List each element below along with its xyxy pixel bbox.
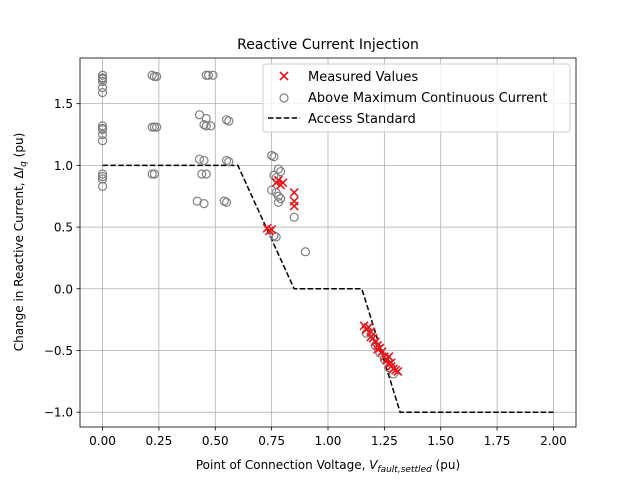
x-tick-label: 0.50 [202, 434, 229, 448]
above-max-current-point [97, 181, 108, 191]
above-max-current-point [97, 74, 108, 84]
x-axis-label-subscript: fault,settled [377, 465, 432, 475]
legend: Measured Values Above Maximum Continuous… [262, 63, 571, 133]
legend-label-above-max: Above Maximum Continuous Current [308, 91, 548, 106]
above-max-current-point [97, 121, 108, 131]
above-max-current-point [97, 129, 108, 140]
above-max-current-point [289, 212, 299, 222]
measured-value-point [377, 347, 387, 357]
y-tick-label: 1.0 [54, 159, 73, 173]
above-max-current-point [152, 71, 162, 82]
y-axis-label-variable: I [12, 166, 26, 170]
legend-box [262, 63, 571, 133]
legend-label-measured: Measured Values [308, 70, 418, 85]
y-axis-label-suffix: (pu) [12, 133, 26, 161]
above-max-current-point [273, 197, 283, 207]
y-axis-ticks: −1.0 −0.5 0.0 0.5 1.0 1.5 [44, 97, 80, 420]
measured-value-point [267, 224, 277, 235]
above-max-current-point [152, 122, 162, 132]
x-axis-ticks: 0.00 0.25 0.50 0.75 1.00 1.25 1.50 1.75 2.00 [89, 427, 567, 448]
above-max-current-point [97, 70, 108, 80]
above-max-current-point [206, 121, 216, 131]
above-max-current-point [276, 166, 286, 177]
legend-label-access-standard: Access Standard [308, 112, 416, 127]
legend-marker-x [279, 71, 289, 81]
above-max-current-point [149, 169, 159, 179]
y-tick-label: 0.0 [54, 282, 73, 296]
measured-value-point [289, 201, 299, 211]
above-max-current-point [269, 170, 279, 180]
y-axis-label-subscript: q [19, 161, 29, 167]
above-max-current-point [201, 169, 211, 179]
above-max-current-point [224, 157, 234, 167]
above-max-current-point [221, 115, 232, 125]
data-markers [97, 70, 403, 379]
x-tick-label: 1.25 [371, 434, 398, 448]
y-tick-label: −0.5 [44, 344, 73, 358]
legend-marker-circle [279, 93, 289, 103]
x-tick-label: 0.75 [258, 434, 285, 448]
measured-value-point [364, 322, 374, 332]
above-max-current-point [199, 155, 209, 166]
above-max-current-point [97, 136, 108, 146]
above-max-current-point [194, 154, 205, 164]
x-tick-label: 0.00 [89, 434, 116, 448]
y-tick-label: 1.5 [54, 97, 73, 111]
measured-value-point [289, 187, 299, 198]
measured-value-point [273, 175, 283, 185]
x-axis-label-prefix: Point of Connection Voltage, [196, 458, 369, 472]
above-max-current-point [97, 87, 108, 98]
measured-value-point [386, 358, 396, 368]
y-axis-label-prefix: Change in Reactive Current, Δ [12, 170, 26, 352]
measured-value-point [384, 352, 394, 362]
y-axis-label: Change in Reactive Current, ΔIq (pu) [12, 133, 29, 352]
x-axis-label-variable: V [369, 458, 378, 472]
above-max-current-point [221, 197, 232, 207]
above-max-current-point [300, 247, 311, 257]
x-tick-label: 1.00 [315, 434, 342, 448]
y-tick-label: −1.0 [44, 406, 73, 420]
above-max-current-point [273, 191, 283, 201]
access-standard-line-group [102, 164, 554, 413]
x-tick-label: 1.50 [427, 434, 454, 448]
measured-value-point [278, 178, 288, 188]
x-tick-label: 2.00 [540, 434, 567, 448]
above-max-current-point [203, 70, 214, 80]
above-max-current-point [199, 120, 209, 130]
measured-value-point [393, 366, 403, 377]
x-axis-label-suffix: (pu) [432, 458, 460, 472]
above-max-current-point [97, 171, 108, 182]
x-tick-label: 1.75 [484, 434, 511, 448]
above-max-current-point [201, 121, 211, 131]
above-max-current-point [199, 199, 209, 209]
above-max-current-point [97, 76, 108, 87]
y-tick-label: 0.5 [54, 221, 73, 235]
chart-title: Reactive Current Injection [237, 37, 419, 53]
above-max-current-point [97, 83, 108, 93]
above-max-current-point [147, 70, 157, 80]
x-axis-label: Point of Connection Voltage, Vfault,sett… [196, 458, 460, 475]
above-max-current-point [273, 164, 283, 174]
above-max-current-point [194, 110, 205, 120]
above-max-current-point [97, 169, 108, 179]
above-max-current-point [208, 70, 218, 80]
above-max-current-point [269, 152, 279, 162]
above-max-current-point [197, 169, 207, 179]
above-max-current-point [267, 150, 277, 161]
above-max-current-point [224, 116, 234, 126]
above-max-current-point [219, 196, 229, 206]
above-max-current-point [97, 124, 108, 135]
x-tick-label: 0.25 [146, 434, 173, 448]
above-max-current-point [221, 155, 232, 166]
access-standard-line [102, 164, 554, 413]
